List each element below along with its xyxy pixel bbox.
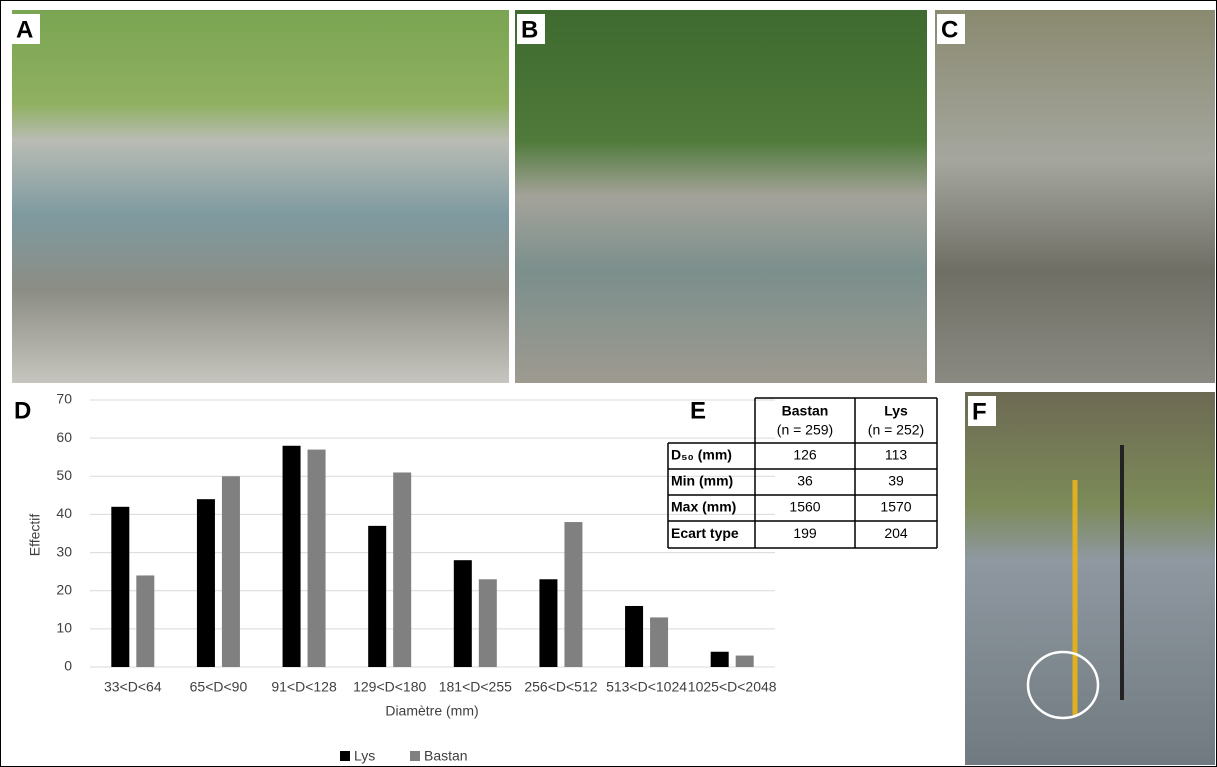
table-cell: 1570 [880,499,911,515]
legend-label: Lys [354,748,375,764]
bar [221,476,240,667]
x-tick-label: 33<D<64 [104,679,162,695]
bar [564,522,583,667]
x-tick-label: 91<D<128 [271,679,337,695]
legend-label: Bastan [424,748,468,764]
panel-label: D [14,397,31,424]
bar [453,560,472,667]
table-row-label: D₅₀ (mm) [671,447,732,463]
y-tick-label: 60 [56,429,72,445]
y-tick-label: 70 [56,391,72,407]
y-tick-label: 40 [56,505,72,521]
panel-label: E [690,397,706,424]
y-tick-label: 20 [56,581,72,597]
x-tick-label: 129<D<180 [353,679,426,695]
label-bg [968,396,996,426]
table-cell: 126 [793,447,817,463]
bar [307,449,326,667]
legend-swatch [340,751,350,761]
y-axis-title: Effectif [27,514,43,557]
y-tick-label: 10 [56,620,72,636]
panel-label: B [521,16,538,43]
bar [625,605,644,667]
bar [478,579,497,667]
bar [650,617,669,667]
panel-label: C [941,16,958,43]
table-row-label: Ecart type [671,525,739,541]
photo [515,10,927,383]
table-cell: 1560 [789,499,820,515]
photo [965,392,1215,765]
table-cell: 113 [885,447,908,463]
table-cell: 39 [888,473,904,489]
bar [735,655,754,667]
x-tick-label: 65<D<90 [190,679,248,695]
bar [539,579,558,667]
table-cell: 36 [797,473,813,489]
photo [935,10,1215,383]
bar [196,499,215,667]
bar [393,472,412,667]
table-header: Lys [884,403,908,419]
table-header-n: (n = 252) [868,422,924,438]
x-axis-title: Diamètre (mm) [385,703,478,719]
bar [136,575,155,667]
x-tick-label: 1025<D<2048 [688,679,777,695]
x-tick-label: 256<D<512 [524,679,597,695]
table-row-label: Max (mm) [671,499,736,515]
label-bg [517,14,545,44]
x-tick-label: 181<D<255 [439,679,512,695]
photo [12,10,509,383]
y-tick-label: 30 [56,543,72,559]
legend-swatch [410,751,420,761]
y-tick-label: 50 [56,467,72,483]
panel-label: F [972,398,987,425]
table-cell: 204 [884,525,908,541]
label-bg [12,14,40,44]
label-bg [937,14,965,44]
bar [710,651,729,667]
table-row-label: Min (mm) [671,473,733,489]
y-tick-label: 0 [64,658,72,674]
x-tick-label: 513<D<1024 [606,679,687,695]
photo-highlight [1026,650,1100,720]
bar [282,445,301,667]
bar [111,506,130,667]
table-header-n: (n = 259) [777,422,833,438]
table-header: Bastan [782,403,829,419]
panel-label: A [16,16,33,43]
table-cell: 199 [793,525,817,541]
bar [368,525,387,667]
